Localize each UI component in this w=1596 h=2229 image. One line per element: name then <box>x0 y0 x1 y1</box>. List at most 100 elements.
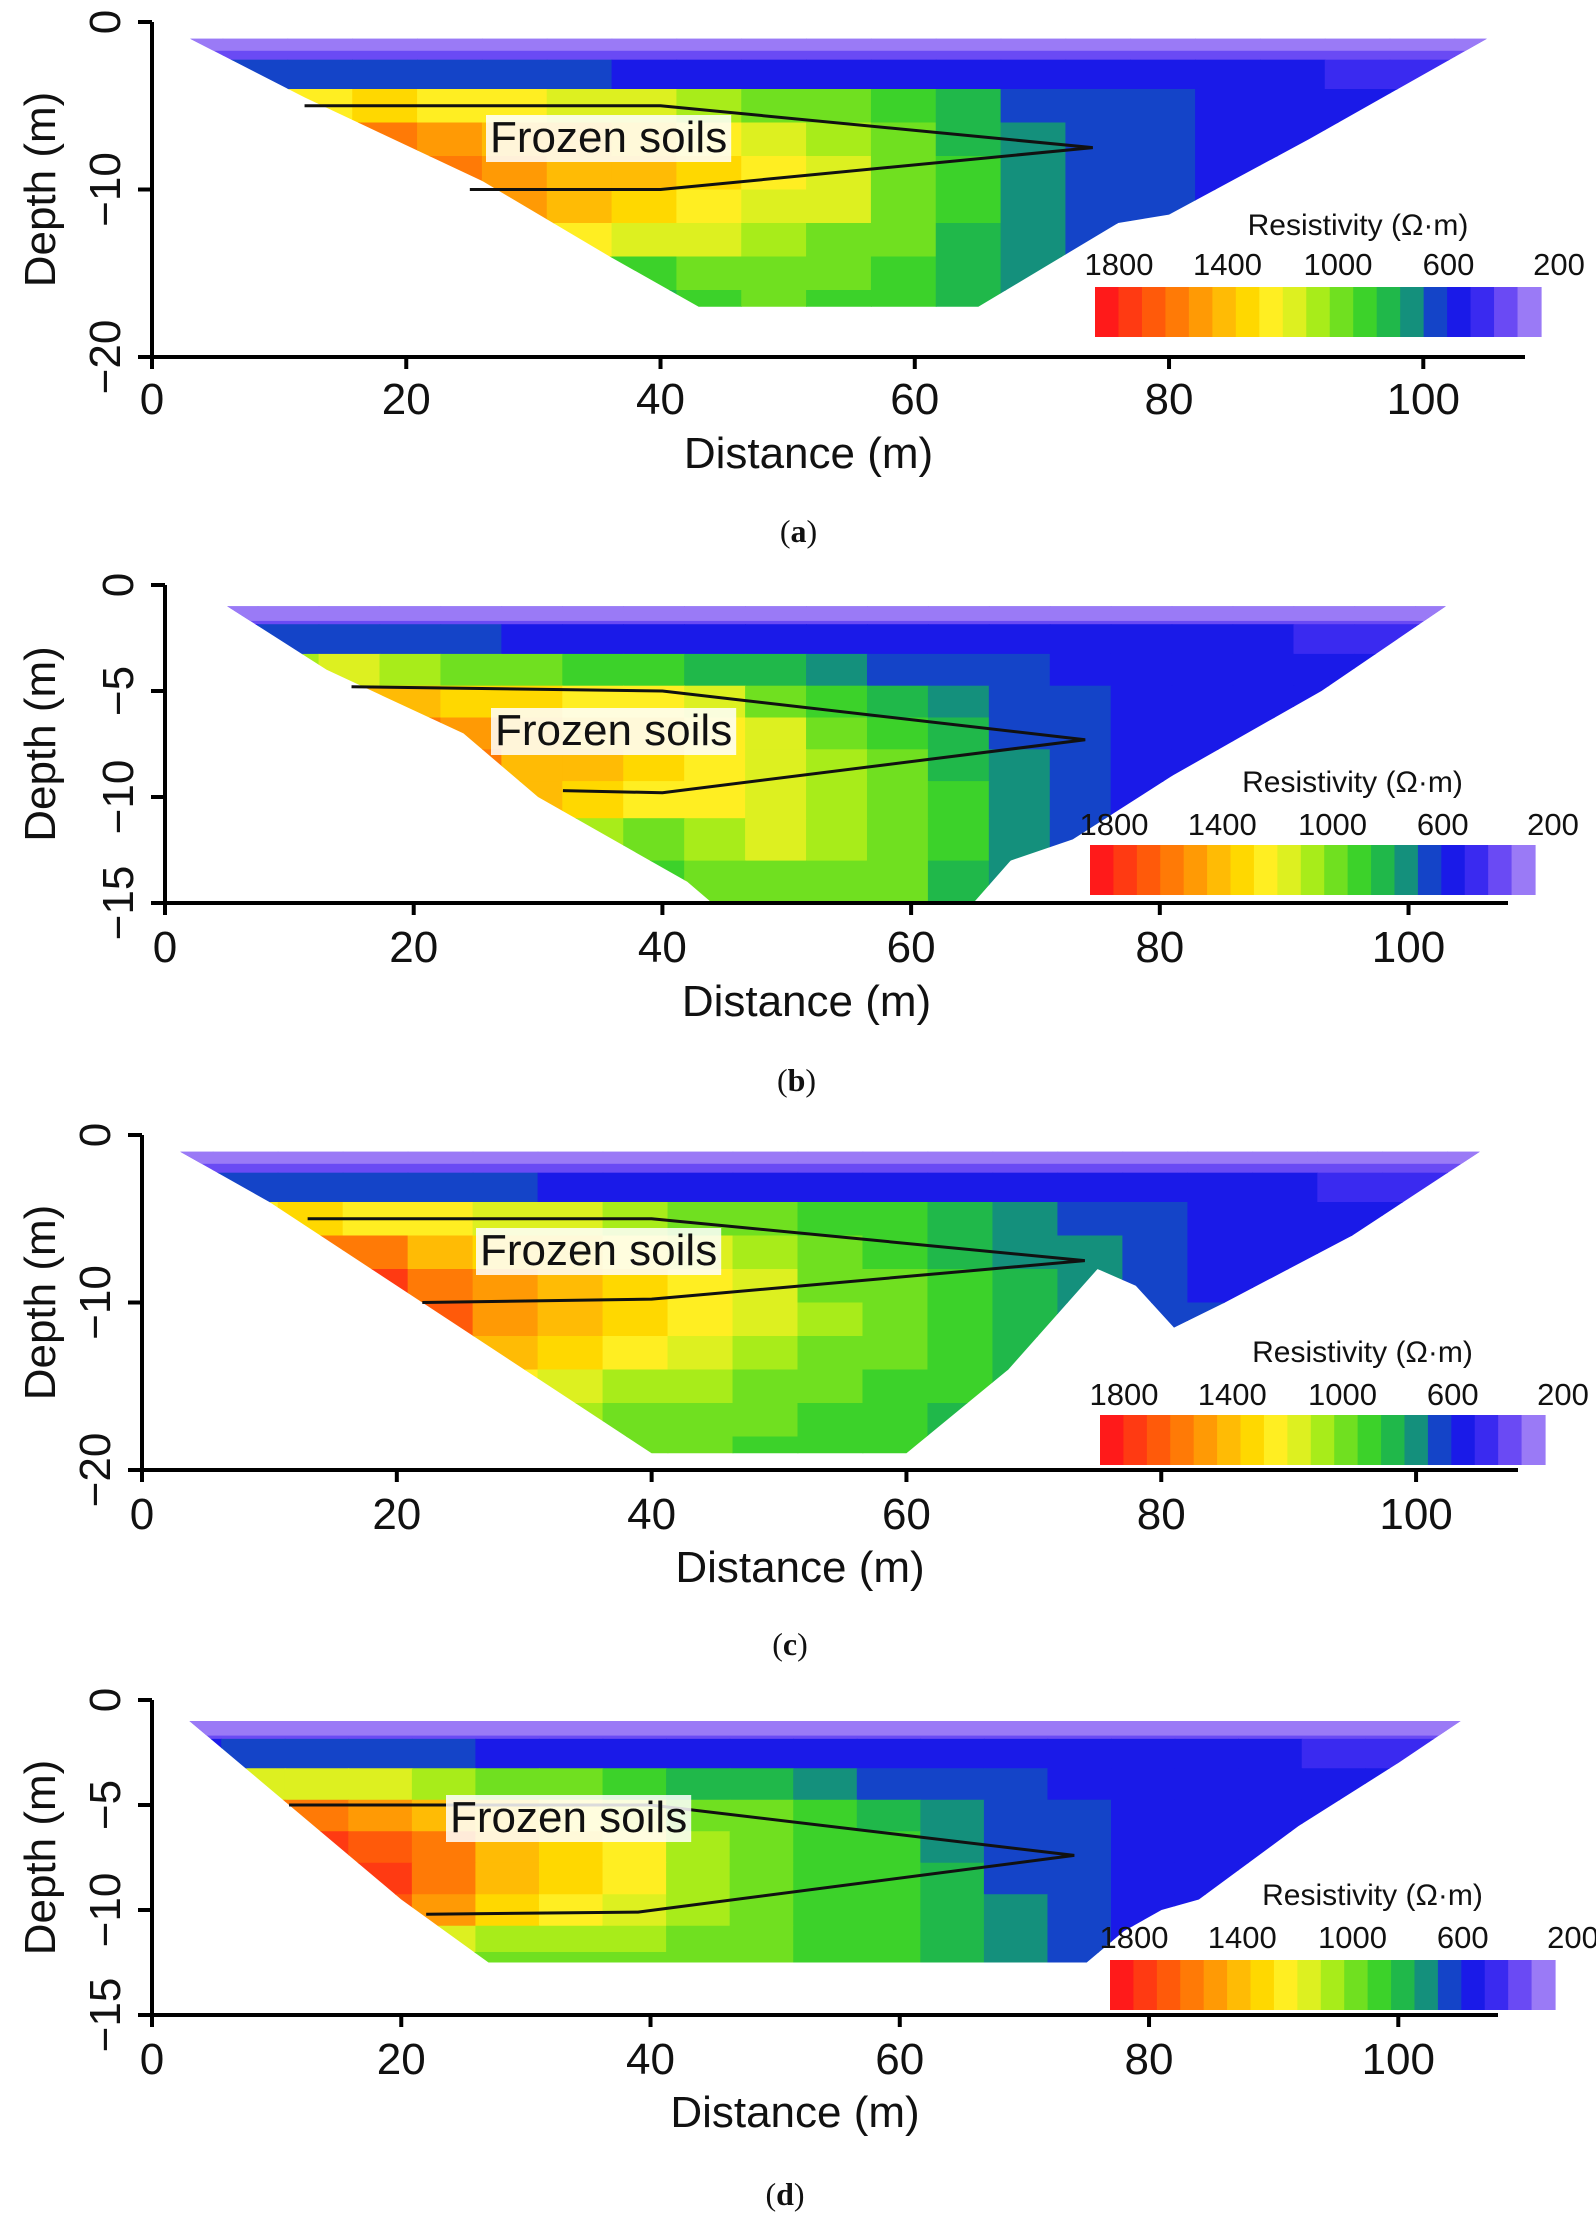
heatmap-cell <box>793 1925 858 1953</box>
heatmap-cell <box>222 122 289 157</box>
heatmap-cell <box>417 223 483 258</box>
x-tick-label: 0 <box>140 2035 164 2084</box>
heatmap-cell <box>870 189 937 224</box>
heatmap-cell <box>342 1436 409 1454</box>
colorbar-swatch <box>1095 287 1120 337</box>
heatmap-cell <box>352 223 418 258</box>
heatmap-cell <box>562 818 625 862</box>
colorbar-swatch <box>1100 1415 1125 1465</box>
heatmap-cell <box>862 1369 929 1404</box>
heatmap-cell <box>862 1436 929 1454</box>
heatmap-cell <box>501 624 564 655</box>
colorbar-swatch <box>1250 1960 1275 2010</box>
colorbar-swatch <box>1464 845 1489 895</box>
colorbar-tick-label: 1400 <box>1198 1377 1267 1412</box>
heatmap-cell <box>417 122 483 157</box>
colorbar-swatch <box>1517 287 1542 337</box>
x-tick-label: 40 <box>636 375 685 424</box>
heatmap-cell <box>935 189 1002 224</box>
heatmap-cell <box>1428 1738 1461 1770</box>
heatmap-cell <box>501 653 564 687</box>
x-axis-title: Distance (m) <box>670 2088 919 2137</box>
heatmap-cell <box>1174 1799 1239 1833</box>
heatmap-cell <box>1324 156 1391 191</box>
heatmap-cell <box>983 1862 1049 1896</box>
heatmap-cell <box>284 1862 350 1896</box>
x-tick-label: 100 <box>1362 2035 1435 2084</box>
colorbar-tick-label: 600 <box>1437 1920 1489 1955</box>
colorbar-swatch <box>1329 287 1354 337</box>
heatmap-cell <box>741 59 807 90</box>
surface-layer <box>189 1721 1461 1736</box>
heatmap-cell <box>797 1302 864 1337</box>
heatmap-cell <box>1000 256 1067 291</box>
heatmap-cell <box>1195 122 1261 157</box>
heatmap-cell <box>1293 624 1356 655</box>
heatmap-cell <box>1110 624 1173 655</box>
heatmap-cell <box>284 1925 350 1953</box>
heatmap-cell <box>537 1302 604 1337</box>
heatmap-cell <box>1324 122 1391 157</box>
heatmap-cell <box>806 122 872 157</box>
heatmap-cell <box>537 1403 604 1438</box>
heatmap-cell <box>623 860 685 903</box>
y-tick-label: −20 <box>71 1433 120 1508</box>
heatmap-cell <box>1110 685 1173 719</box>
colorbar-swatch <box>1253 845 1278 895</box>
x-tick-label: 60 <box>882 1490 931 1539</box>
heatmap-cell <box>866 818 929 862</box>
heatmap-cell <box>1174 1831 1239 1864</box>
heatmap-cell <box>666 1952 731 1963</box>
heatmap-cell <box>277 1369 344 1404</box>
heatmap-cell <box>927 1302 994 1337</box>
y-tick-label: 0 <box>81 10 130 34</box>
heatmap-cell <box>741 256 807 291</box>
heatmap-cell <box>676 189 743 224</box>
heatmap-cell <box>227 653 259 687</box>
colorbar-swatch <box>1188 287 1213 337</box>
x-tick-label: 40 <box>627 1490 676 1539</box>
x-tick-label: 60 <box>875 2035 924 2084</box>
heatmap-cell <box>988 860 1051 903</box>
x-axis-title: Distance (m) <box>684 429 933 478</box>
heatmap-cell <box>1415 685 1446 719</box>
heatmap-cell <box>927 1436 994 1454</box>
heatmap-cell <box>797 1436 864 1454</box>
heatmap-cell <box>1317 1235 1384 1270</box>
heatmap-cell <box>1238 1738 1303 1770</box>
colorbar-swatch <box>1118 287 1143 337</box>
heatmap-cell <box>992 1436 1059 1454</box>
heatmap-cell <box>1415 624 1446 655</box>
heatmap-cell <box>440 860 503 903</box>
heatmap-cell <box>352 59 418 90</box>
heatmap-cell <box>190 256 224 291</box>
heatmap-cell <box>667 1302 734 1337</box>
heatmap-cell <box>1365 1768 1430 1801</box>
heatmap-cell <box>793 1831 858 1864</box>
heatmap-cell <box>379 624 442 655</box>
y-tick-label: 0 <box>94 573 143 597</box>
colorbar-tick-label: 1000 <box>1298 807 1367 842</box>
heatmap-cell <box>741 156 807 191</box>
heatmap-cell <box>623 781 685 819</box>
heatmap-cell <box>741 290 807 307</box>
heatmap-cell <box>927 624 990 655</box>
heatmap-cell <box>1389 89 1456 124</box>
heatmap-cell <box>190 290 224 307</box>
heatmap-cell <box>1428 1768 1461 1801</box>
frozen-soils-outline <box>307 1217 1085 1304</box>
heatmap-cell <box>806 256 872 291</box>
heatmap-cell <box>379 749 442 782</box>
colorbar-swatch <box>1297 1960 1322 2010</box>
y-tick-label: −10 <box>71 1265 120 1340</box>
heatmap-cell <box>1317 1172 1384 1203</box>
heatmap-cell <box>1252 1235 1319 1270</box>
heatmap-cell <box>927 1202 994 1237</box>
heatmap-cell <box>180 1269 214 1304</box>
surface-layer <box>227 606 1446 621</box>
heatmap-cell <box>1122 1202 1189 1237</box>
heatmap-cell <box>1110 653 1173 687</box>
heatmap-cell <box>277 1235 344 1270</box>
heatmap-cell <box>284 1952 350 1963</box>
heatmap-cell <box>684 653 746 687</box>
